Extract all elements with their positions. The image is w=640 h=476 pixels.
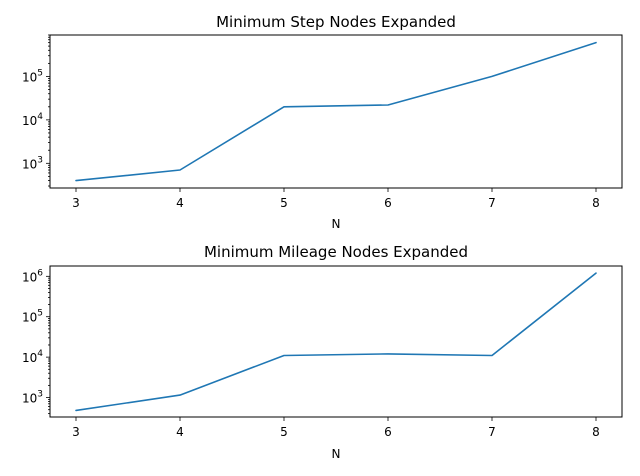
subplot-title: Minimum Step Nodes Expanded — [216, 13, 456, 31]
y-tick-label: 104 — [22, 112, 43, 128]
y-tick-label: 105 — [22, 68, 43, 84]
subplot-mileage-nodes: Minimum Mileage Nodes Expanded 3 4 5 6 7 8 10… — [22, 243, 623, 461]
x-tick-label: 5 — [280, 196, 288, 210]
series-group — [75, 41, 597, 182]
series-line-0 — [75, 41, 597, 182]
x-axis-label: N — [332, 217, 341, 231]
axes-frame — [49, 34, 623, 189]
series-line-0 — [75, 272, 597, 412]
x-tick-label: 3 — [72, 425, 80, 439]
x-tick-label: 7 — [488, 196, 496, 210]
x-tick-label: 5 — [280, 425, 288, 439]
x-axis-ticks: 3 4 5 6 7 8 — [72, 417, 600, 439]
y-tick-label: 103 — [22, 390, 43, 406]
y-tick-label: 105 — [22, 309, 43, 325]
y-tick-label: 106 — [22, 268, 43, 284]
x-axis-label: N — [332, 447, 341, 461]
subplot-title: Minimum Mileage Nodes Expanded — [204, 243, 468, 261]
series-group — [75, 272, 597, 412]
x-axis-ticks: 3 4 5 6 7 8 — [72, 188, 600, 210]
x-tick-label: 6 — [384, 196, 392, 210]
x-tick-label: 4 — [176, 425, 184, 439]
x-tick-label: 8 — [592, 425, 600, 439]
x-tick-label: 8 — [592, 196, 600, 210]
axes-frame — [49, 265, 623, 418]
x-tick-label: 6 — [384, 425, 392, 439]
x-tick-label: 4 — [176, 196, 184, 210]
y-tick-label: 103 — [22, 155, 43, 171]
y-tick-label: 104 — [22, 349, 43, 365]
y-axis-ticks: 103 104 105 — [22, 34, 50, 187]
x-tick-label: 7 — [488, 425, 496, 439]
y-axis-ticks: 103 104 105 106 — [22, 268, 50, 415]
x-tick-label: 3 — [72, 196, 80, 210]
